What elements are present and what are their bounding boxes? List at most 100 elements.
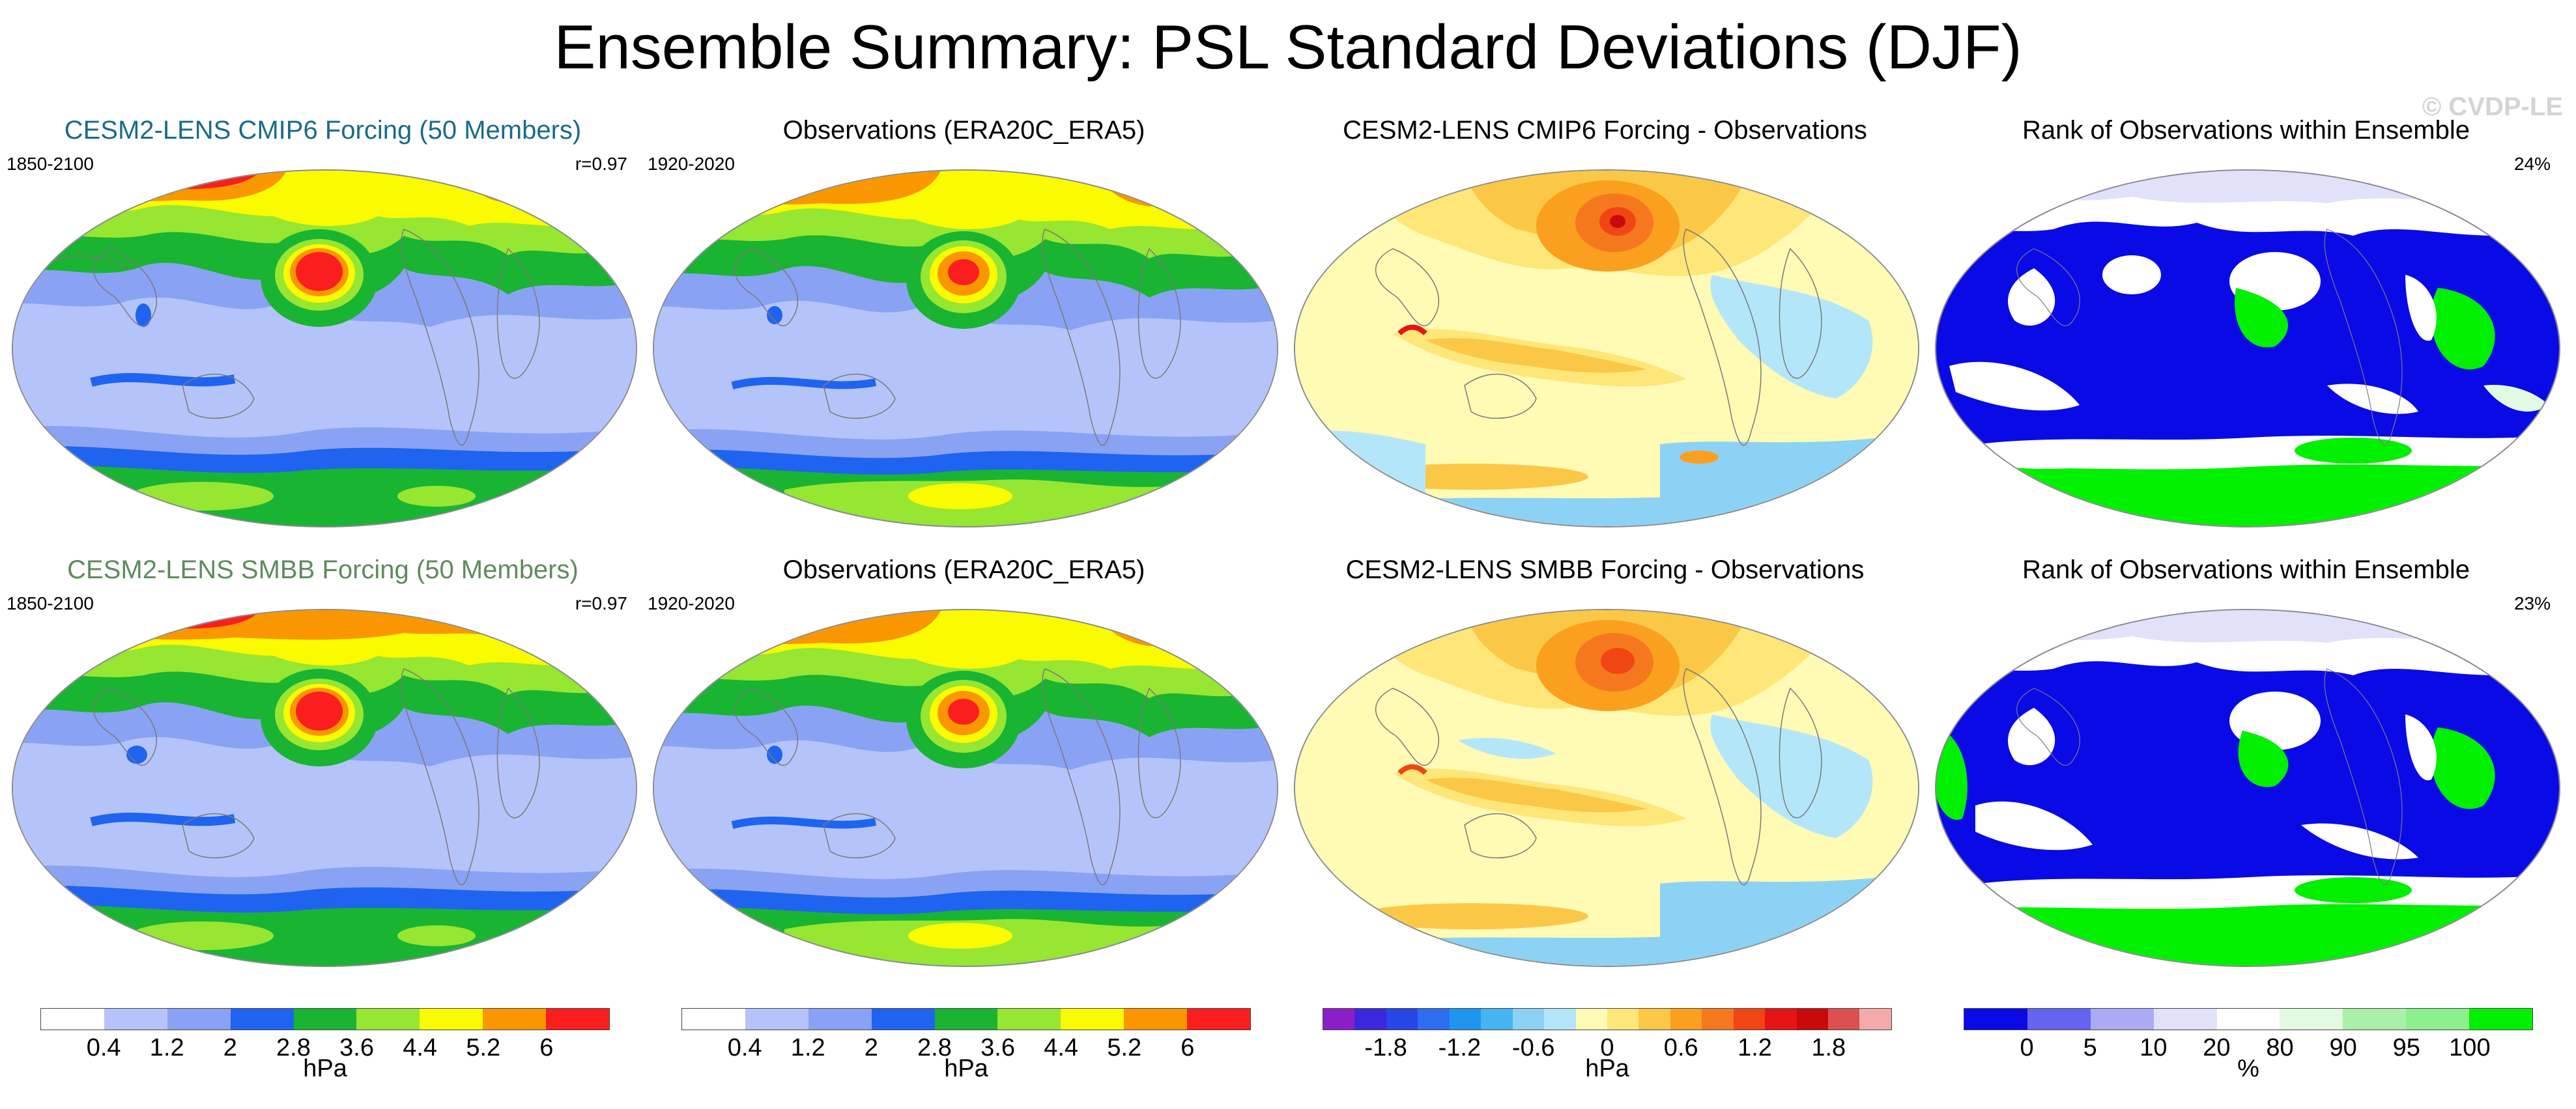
colorbar-tick-label: 0 [2020,1034,2034,1061]
colorbar-swatch [871,1009,935,1030]
colorbar-swatch [1323,1009,1355,1030]
panel-rank-1: Rank of Observations within Ensemble 24% [1928,116,2564,533]
colorbar-swatch [293,1009,357,1030]
map-std-ensemble [12,609,637,967]
panel-smbb-ensemble: CESM2-LENS SMBB Forcing (50 Members) 185… [5,555,640,972]
colorbar-tick-label: 3.6 [980,1034,1015,1061]
panel-correlation: r=0.97 [575,154,627,174]
panel-title: CESM2-LENS SMBB Forcing (50 Members) [67,555,579,584]
colorbar-tick-label: 5 [2083,1034,2097,1061]
colorbar-tick-label: 2.8 [276,1034,311,1061]
colorbar-std-1: 0.4 1.2 2 2.8 3.6 4.4 5.2 6 hPa [40,1008,610,1082]
colorbar-tick-label: 80 [2266,1034,2294,1061]
colorbar-swatch [1859,1009,1891,1030]
colorbar-swatch [1639,1009,1670,1030]
colorbar-tick-label: 100 [2449,1034,2491,1061]
colorbar-swatch [1418,1009,1450,1030]
colorbar-tick-label: 95 [2392,1034,2420,1061]
colorbar-tick-label: 2 [223,1034,237,1061]
map-std-observations [653,169,1278,527]
colorbar-std-2: 0.4 1.2 2 2.8 3.6 4.4 5.2 6 hPa [681,1008,1251,1082]
colorbar-tick-label: 3.6 [339,1034,374,1061]
colorbar-swatches [1323,1008,1892,1030]
colorbar-swatch [1187,1009,1251,1030]
panel-rank-percent: 24% [2513,154,2551,174]
panel-title: Rank of Observations within Ensemble [2022,555,2470,584]
map-difference [1294,609,1919,967]
panel-title: Rank of Observations within Ensemble [2022,116,2470,145]
colorbar-swatch [1607,1009,1639,1030]
colorbar-tick-label: 0.6 [1663,1034,1698,1061]
map-rank [1935,169,2560,527]
colorbar-swatch [1702,1009,1734,1030]
colorbar-tick-label: 2 [864,1034,878,1061]
panel-period: 1850-2100 [7,154,94,174]
colorbar-swatch [1964,1009,2027,1030]
map-difference [1294,169,1919,527]
colorbar-swatch [2406,1009,2470,1030]
colorbar-tick-label: 1.2 [790,1034,825,1061]
map-std-ensemble [12,169,637,527]
colorbar-rank: 0 5 10 20 80 90 95 100 % [1964,1008,2533,1082]
colorbar-tick-label: 1.2 [1738,1034,1772,1061]
colorbar-swatches [1964,1008,2533,1030]
colorbar-unit: hPa [303,1055,347,1082]
panel-rank-percent: 23% [2513,593,2551,613]
colorbar-ticks: 0.4 1.2 2 2.8 3.6 4.4 5.2 6 [40,1030,610,1061]
map-rank [1935,609,2560,967]
colorbar-tick-label: 1.2 [149,1034,184,1061]
panel-period: 1920-2020 [648,593,735,613]
colorbar-tick-label: -0.6 [1511,1034,1555,1061]
colorbar-swatch [1828,1009,1860,1030]
map-std-observations [653,609,1278,967]
colorbar-swatch [1386,1009,1418,1030]
colorbar-swatch [2216,1009,2280,1030]
panel-correlation: r=0.97 [575,593,627,613]
colorbar-swatch [41,1009,104,1030]
colorbar-swatch [2153,1009,2217,1030]
panel-title: CESM2-LENS CMIP6 Forcing (50 Members) [64,116,582,145]
panel-smbb-minus-obs: CESM2-LENS SMBB Forcing - Observations [1287,555,1923,972]
colorbar-tick-label: -1.8 [1364,1034,1407,1061]
colorbar-tick-label: 90 [2329,1034,2357,1061]
colorbar-swatch [1061,1009,1124,1030]
colorbar-swatch [1796,1009,1828,1030]
colorbar-swatch [1544,1009,1576,1030]
panel-cmip6-minus-obs: CESM2-LENS CMIP6 Forcing - Observations [1287,116,1923,533]
colorbar-tick-label: 6 [539,1034,554,1061]
colorbar-swatch [420,1009,483,1030]
colorbar-swatch [745,1009,809,1030]
colorbar-swatch [997,1009,1061,1030]
colorbar-unit: % [2237,1055,2259,1082]
colorbar-tick-label: 5.2 [466,1034,501,1061]
colorbar-swatch [1449,1009,1481,1030]
colorbar-swatch [1354,1009,1386,1030]
colorbar-swatch [104,1009,167,1030]
panel-title: CESM2-LENS CMIP6 Forcing - Observations [1343,116,1867,145]
panel-title: Observations (ERA20C_ERA5) [782,555,1145,584]
colorbar-tick-label: 0.4 [86,1034,121,1061]
colorbar-tick-label: 4.4 [1044,1034,1079,1061]
figure-title: Ensemble Summary: PSL Standard Deviation… [554,12,2022,82]
colorbar-swatch [356,1009,420,1030]
panel-observations-1: Observations (ERA20C_ERA5) 1920-2020 [646,116,1281,533]
colorbar-swatch [2090,1009,2154,1030]
colorbar-swatch [1670,1009,1702,1030]
colorbar-swatch [483,1009,547,1030]
panel-period: 1850-2100 [7,593,94,613]
panel-title: Observations (ERA20C_ERA5) [782,116,1145,145]
colorbar-tick-label: 2.8 [917,1034,952,1061]
colorbar-tick-label: 6 [1181,1034,1195,1061]
watermark: © CVDP-LE [2422,92,2563,121]
colorbar-tick-label: 20 [2203,1034,2231,1061]
colorbar-swatch [1512,1009,1545,1030]
colorbar-unit: hPa [1585,1055,1629,1082]
colorbar-ticks: -1.8 -1.2 -0.6 0 0.6 1.2 1.8 [1323,1030,1892,1061]
colorbar-swatch [1575,1009,1607,1030]
colorbar-ticks: 0 5 10 20 80 90 95 100 [1964,1030,2533,1061]
colorbar-swatches [40,1008,610,1030]
colorbar-swatches [681,1008,1251,1030]
colorbar-swatch [2469,1009,2533,1030]
colorbar-swatch [1124,1009,1188,1030]
colorbar-tick-label: 0.4 [727,1034,762,1061]
